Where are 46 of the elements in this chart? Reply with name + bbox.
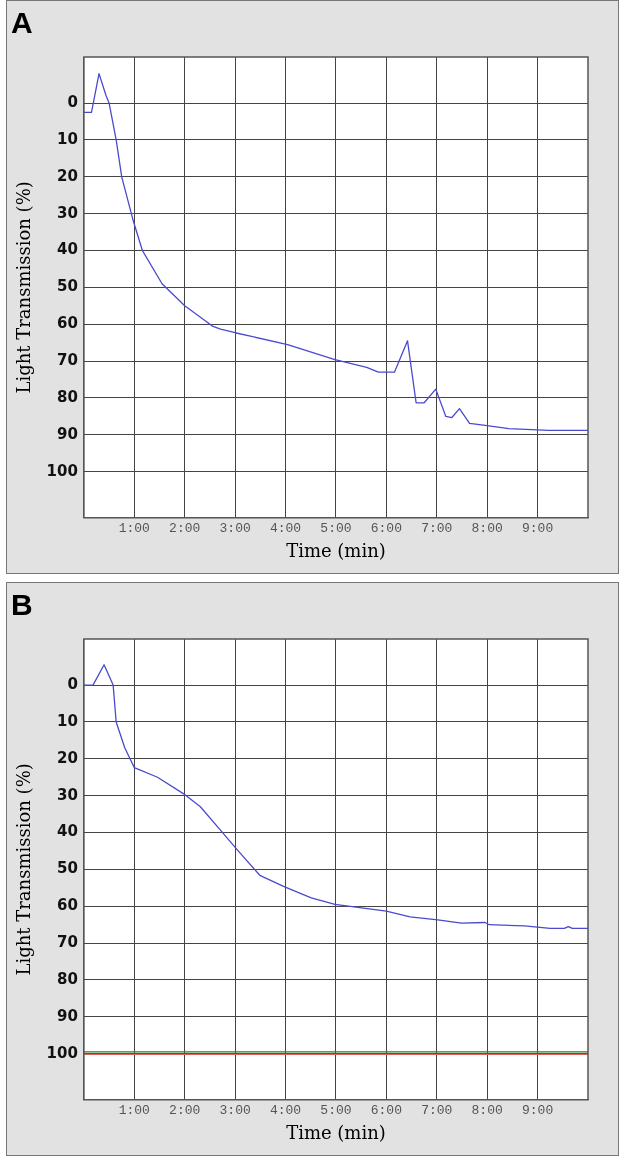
y-tick-label: 30 [57,203,78,222]
y-tick-label: 0 [67,92,78,111]
x-tick-label: 9:00 [521,1103,554,1119]
y-tick-label: 40 [57,822,78,841]
y-tick-label: 40 [57,240,78,259]
x-tick-label: 3:00 [219,1103,251,1119]
x-tick-label: 7:00 [421,521,453,537]
y-axis-title: Light Transmission (%) [13,181,35,394]
x-tick-label: 8:00 [471,521,503,537]
x-tick-label: 1:00 [118,1103,150,1119]
x-tick-label: 7:00 [421,1103,453,1119]
y-tick-label: 50 [57,277,78,296]
y-tick-label: 100 [46,1043,78,1062]
x-tick-label: 8:00 [471,1103,503,1119]
x-tick-label: 4:00 [269,1103,302,1119]
chart-title: B [11,588,33,622]
y-tick-label: 10 [57,129,78,148]
x-tick-label: 9:00 [521,521,554,537]
y-tick-label: 60 [57,896,78,915]
x-tick-label: 6:00 [370,1103,402,1119]
x-tick-label: 2:00 [169,1103,201,1119]
y-tick-label: 30 [57,785,78,804]
y-tick-label: 20 [57,166,78,185]
y-tick-label: 100 [46,461,78,480]
x-tick-label: 2:00 [169,521,201,537]
y-tick-label: 90 [57,1006,78,1025]
y-tick-label: 10 [57,711,78,730]
y-tick-label: 70 [57,933,78,952]
chart-title: A [11,6,33,40]
x-axis-title: Time (min) [286,1121,386,1143]
y-tick-label: 60 [57,314,78,333]
y-tick-label: 50 [57,859,78,878]
y-axis-title: Light Transmission (%) [13,763,35,976]
y-tick-label: 90 [57,424,78,443]
x-tick-label: 5:00 [320,1103,352,1119]
x-tick-label: 3:00 [219,521,251,537]
x-axis-title: Time (min) [286,539,386,561]
y-tick-label: 0 [67,674,78,693]
y-tick-label: 70 [57,351,78,370]
y-tick-label: 20 [57,748,78,767]
y-tick-label: 80 [57,387,78,406]
y-tick-label: 80 [57,969,78,988]
x-tick-label: 1:00 [118,521,150,537]
x-tick-label: 5:00 [320,521,352,537]
x-tick-label: 6:00 [370,521,402,537]
x-tick-label: 4:00 [269,521,302,537]
